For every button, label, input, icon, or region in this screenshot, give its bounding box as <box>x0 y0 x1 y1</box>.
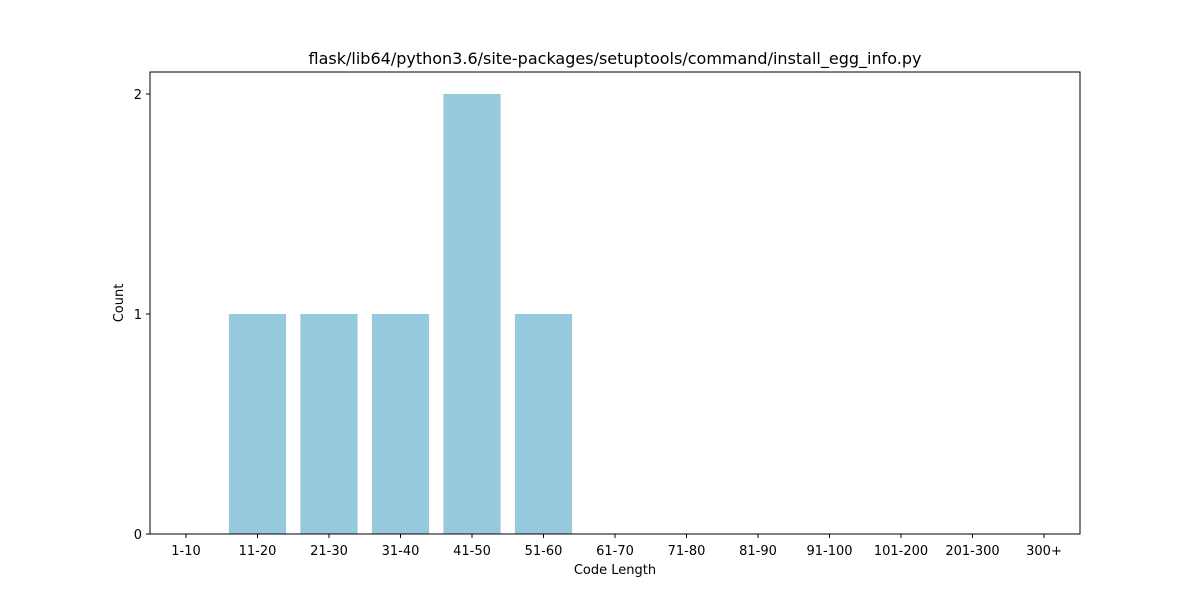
plot-frame <box>149 71 1081 535</box>
y-axis-label: Count <box>112 284 127 323</box>
y-tick-label: 0 <box>134 528 142 543</box>
x-axis: 1-10 11-20 21-30 31-40 41-50 51-60 61-70 71-80 8… <box>171 534 1062 559</box>
x-tick-label: 41-50 <box>453 544 491 559</box>
y-tick-label: 1 <box>134 308 142 323</box>
x-tick-label: 201-300 <box>945 544 999 559</box>
bars-group <box>228 94 573 534</box>
bar-11-20 <box>228 314 287 534</box>
x-tick-label: 71-80 <box>668 544 706 559</box>
x-axis-label: Code Length <box>574 563 656 578</box>
x-tick-label: 91-100 <box>806 544 852 559</box>
x-tick-label: 61-70 <box>596 544 634 559</box>
bar-31-40 <box>371 314 430 534</box>
bar-21-30 <box>300 314 358 534</box>
x-tick-label: 21-30 <box>310 544 348 559</box>
x-tick-label: 51-60 <box>525 544 563 559</box>
bar-51-60 <box>514 314 573 534</box>
x-tick-label: 1-10 <box>171 544 201 559</box>
x-tick-label: 81-90 <box>739 544 777 559</box>
y-axis: 0 1 2 <box>134 88 150 543</box>
x-tick-label: 11-20 <box>239 544 277 559</box>
y-tick-label: 2 <box>134 88 142 103</box>
bar-41-50 <box>443 94 501 534</box>
x-tick-label: 101-200 <box>874 544 928 559</box>
x-tick-label: 300+ <box>1026 544 1062 559</box>
chart-title: flask/lib64/python3.6/site-packages/setu… <box>309 49 922 69</box>
x-tick-label: 31-40 <box>382 544 420 559</box>
